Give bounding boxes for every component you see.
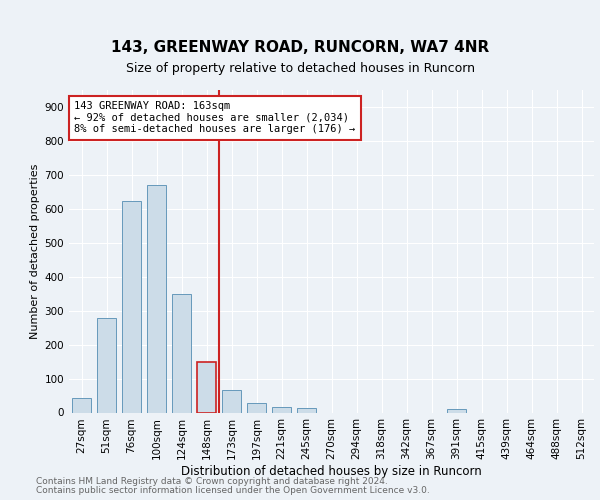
Text: 143 GREENWAY ROAD: 163sqm
← 92% of detached houses are smaller (2,034)
8% of sem: 143 GREENWAY ROAD: 163sqm ← 92% of detac… (74, 102, 355, 134)
Bar (247, 403, 266, 412)
Text: Contains HM Land Registry data © Crown copyright and database right 2024.: Contains HM Land Registry data © Crown c… (36, 477, 388, 486)
Text: 143, GREENWAY ROAD, RUNCORN, WA7 4NR: 143, GREENWAY ROAD, RUNCORN, WA7 4NR (111, 40, 489, 55)
Y-axis label: Number of detached properties: Number of detached properties (31, 164, 40, 339)
Text: Size of property relative to detached houses in Runcorn: Size of property relative to detached ho… (125, 62, 475, 75)
Bar (272, 407, 291, 412)
Bar (72, 398, 91, 412)
Bar (297, 408, 316, 412)
Bar (97, 318, 116, 412)
Bar (197, 362, 216, 412)
Bar (122, 202, 141, 412)
Bar (147, 185, 166, 412)
Text: Contains public sector information licensed under the Open Government Licence v3: Contains public sector information licen… (36, 486, 430, 495)
X-axis label: Distribution of detached houses by size in Runcorn: Distribution of detached houses by size … (181, 465, 482, 478)
Bar (222, 390, 241, 412)
Bar (447, 409, 466, 412)
Bar (172, 294, 191, 412)
